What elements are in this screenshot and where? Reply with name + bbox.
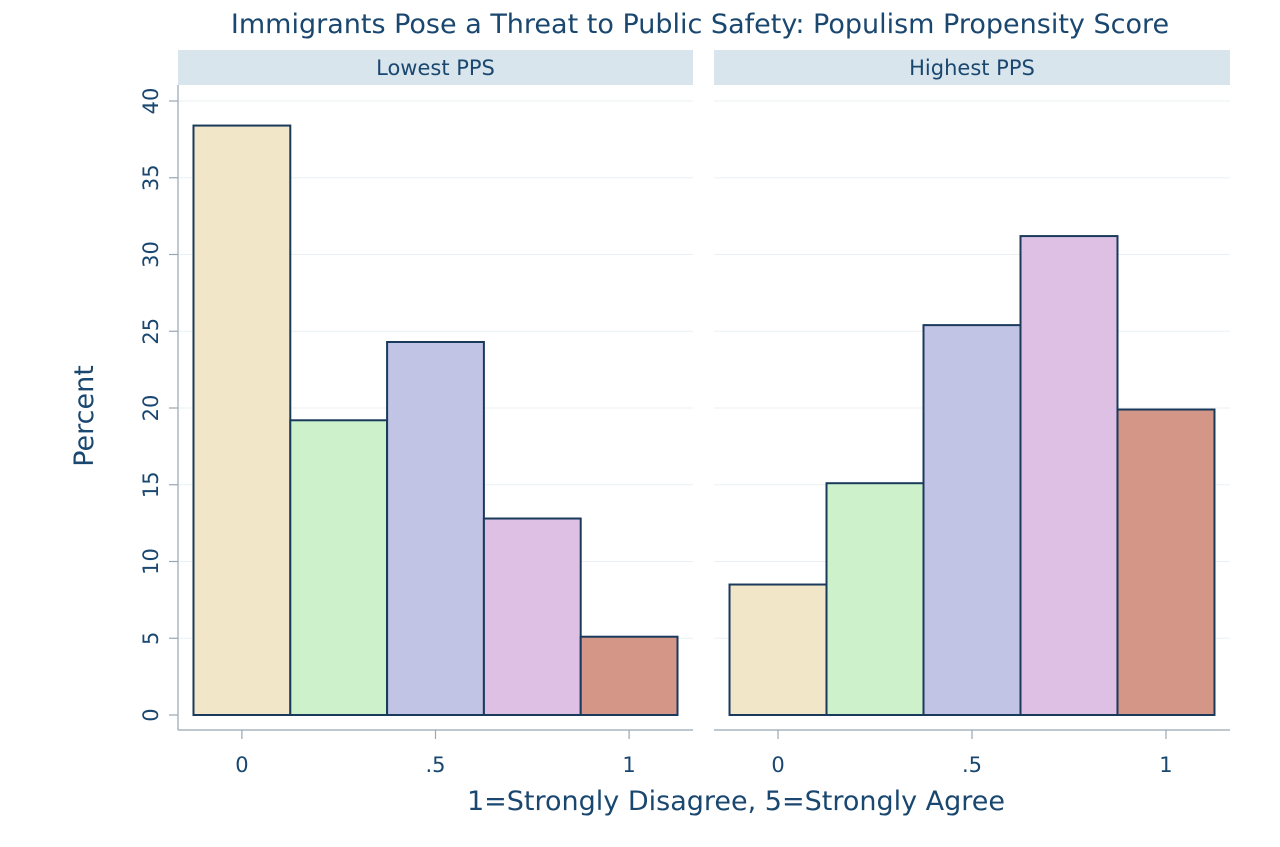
chart-title: Immigrants Pose a Threat to Public Safet… [231, 9, 1169, 40]
panel-strip-label: Lowest PPS [376, 56, 495, 80]
y-tick-label: 40 [139, 88, 163, 115]
histogram-bar [386, 340, 485, 716]
y-tick-label: 10 [139, 548, 163, 575]
panel-strip-label: Highest PPS [909, 56, 1035, 80]
histogram-bar [922, 324, 1022, 716]
histogram-bar [728, 583, 828, 717]
panel-highest-pps: Highest PPS 0 .5 1 [714, 50, 1230, 777]
histogram-bar [825, 482, 925, 716]
y-axis-title: Percent [69, 365, 100, 467]
x-axis-title: 1=Strongly Disagree, 5=Strongly Agree [467, 786, 1005, 817]
x-tick-label: 0 [771, 753, 784, 777]
x-tick-label: .5 [425, 753, 445, 777]
x-tick-label: 1 [622, 753, 635, 777]
y-tick-label: 25 [139, 318, 163, 345]
y-tick-label: 0 [139, 708, 163, 721]
panel-strip [714, 50, 1230, 85]
panel-strip [178, 50, 693, 85]
y-tick-label: 15 [139, 471, 163, 498]
histogram-bar [192, 124, 292, 716]
histogram-bar [579, 635, 679, 717]
histogram-bar [289, 419, 389, 716]
histogram-bar [1116, 408, 1216, 716]
y-tick-label: 30 [139, 241, 163, 268]
x-tick-label: .5 [962, 753, 982, 777]
y-tick-label: 20 [139, 395, 163, 422]
histogram-bar [1019, 235, 1119, 717]
y-tick-label: 35 [139, 164, 163, 191]
x-tick-label: 0 [235, 753, 248, 777]
x-tick-label: 1 [1159, 753, 1172, 777]
y-tick-label: 5 [139, 632, 163, 645]
histogram-bar [482, 517, 582, 717]
